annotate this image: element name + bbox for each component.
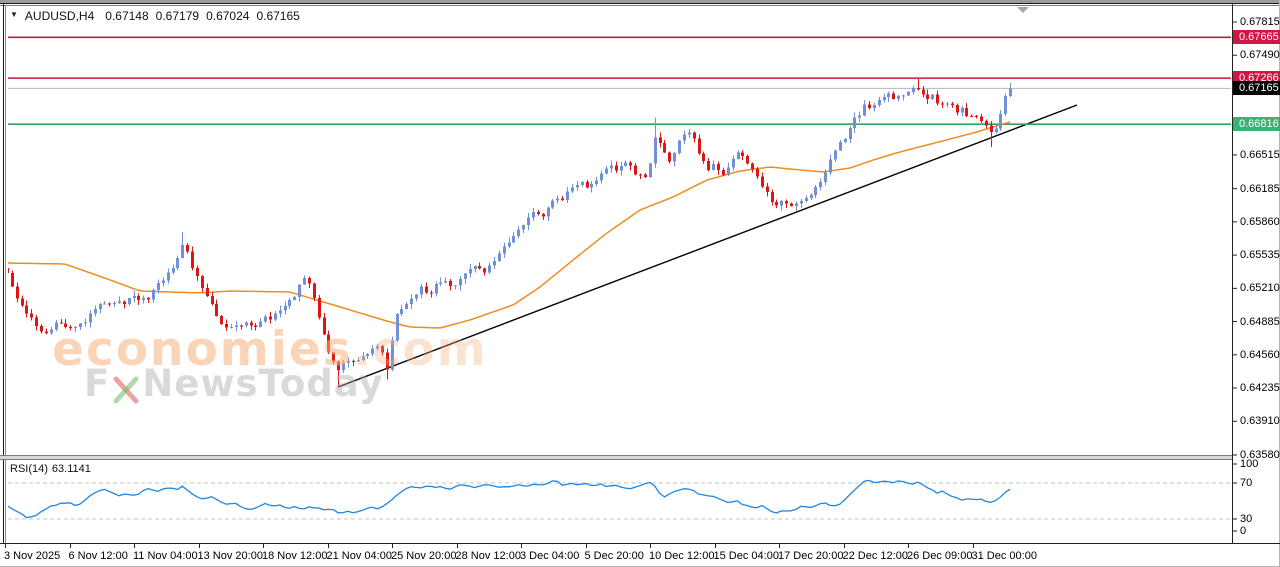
- price-tick-label: 0.65535: [1240, 249, 1280, 262]
- time-tick-mark: [650, 544, 651, 548]
- time-tick-mark: [521, 544, 522, 548]
- window-top-inner-border: [0, 5, 1280, 6]
- watermark-brand-text: economies: [52, 322, 353, 377]
- time-tick-mark: [69, 544, 71, 548]
- ohlc-close: 0.67165: [256, 9, 300, 23]
- time-tick-label: 10 Dec 12:00: [649, 550, 715, 562]
- watermark-subtitle-rest: NewsToday: [142, 362, 384, 405]
- panel-splitter[interactable]: [0, 455, 1232, 460]
- window-left-border: [3, 3, 4, 543]
- time-tick-label: 28 Nov 12:00: [455, 550, 521, 562]
- watermark-subtitle-prefix: F: [84, 362, 111, 405]
- time-tick-label: 22 Dec 12:00: [842, 550, 908, 562]
- price-tick-label: 0.64560: [1240, 348, 1280, 361]
- watermark-x-icon: [111, 371, 141, 403]
- window-top-border: [0, 3, 1280, 4]
- rsi-name: RSI(14): [10, 463, 48, 475]
- time-tick-mark: [263, 544, 264, 548]
- time-tick-label: 26 Dec 09:00: [907, 550, 973, 562]
- price-tick-label: 0.66515: [1240, 148, 1280, 161]
- watermark-brand-suffix: .com: [352, 322, 488, 377]
- ohlc-low: 0.67024: [206, 9, 250, 23]
- time-tick-label: 11 Nov 04:00: [133, 550, 198, 562]
- time-tick-mark: [5, 544, 6, 548]
- time-tick-mark: [714, 544, 716, 548]
- watermark-subtitle: F NewsToday: [84, 362, 384, 405]
- ohlc-high: 0.67179: [155, 9, 200, 23]
- time-tick-label: 6 Nov 12:00: [68, 550, 128, 562]
- time-tick-label: 3 Dec 04:00: [520, 550, 580, 562]
- time-tick-label: 17 Dec 20:00: [778, 550, 844, 562]
- time-tick-label: 21 Nov 04:00: [326, 550, 392, 562]
- price-tick-label: 0.63580: [1240, 449, 1280, 461]
- time-tick-mark: [585, 544, 587, 548]
- time-tick-label: 13 Nov 20:00: [197, 550, 263, 562]
- time-tick-mark: [198, 544, 200, 548]
- price-tick-label: 0.64885: [1240, 315, 1280, 328]
- price-tick-label: 0.65210: [1240, 282, 1280, 295]
- rsi-scale-label: 30: [1240, 513, 1253, 525]
- time-tick-mark: [843, 544, 845, 548]
- price-tick-label: 0.66185: [1240, 182, 1280, 195]
- symbol-dropdown-icon[interactable]: ▼: [10, 10, 18, 19]
- rsi-value: 63.1141: [51, 463, 91, 475]
- price-tick-label: 0.63910: [1240, 415, 1280, 428]
- time-tick-label: 31 Dec 00:00: [971, 550, 1037, 562]
- price-tick-label: 0.64235: [1240, 382, 1280, 395]
- time-tick-label: 5 Dec 20:00: [584, 550, 644, 562]
- price-tick-label: 0.65860: [1240, 215, 1280, 228]
- window-top-edge: [0, 0, 1280, 3]
- time-tick-label: 3 Nov 2025: [4, 550, 61, 562]
- time-tick-label: 25 Nov 20:00: [391, 550, 457, 562]
- time-tick-label: 15 Dec 04:00: [713, 550, 779, 562]
- chart-title: ▼ AUDUSD,H4 0.67148 0.67179 0.67024 0.67…: [10, 9, 300, 23]
- rsi-indicator-panel[interactable]: [8, 460, 1232, 543]
- price-level-badge: 0.67165: [1233, 81, 1280, 96]
- time-tick-mark: [779, 544, 780, 548]
- ohlc-open: 0.67148: [105, 9, 149, 23]
- price-tick-label: 0.67815: [1240, 16, 1280, 28]
- price-level-badge: 0.67665: [1233, 30, 1280, 45]
- time-tick-mark: [134, 544, 135, 548]
- time-tick-label: 18 Nov 12:00: [262, 550, 328, 562]
- price-level-badge: 0.66816: [1233, 117, 1280, 132]
- time-tick-mark: [392, 544, 393, 548]
- rsi-scale-label: 70: [1240, 477, 1253, 489]
- rsi-scale-label: 100: [1240, 458, 1259, 470]
- price-axis-separator: [1232, 4, 1233, 543]
- rsi-indicator-label: RSI(14) 63.1141: [10, 463, 95, 475]
- time-tick-mark: [327, 544, 329, 548]
- time-tick-mark: [972, 544, 974, 548]
- price-tick-label: 0.67490: [1240, 49, 1280, 62]
- time-tick-mark: [456, 544, 458, 548]
- window-left-inner-border: [5, 5, 6, 543]
- time-tick-mark: [908, 544, 909, 548]
- time-axis-separator: [0, 543, 1280, 544]
- rsi-scale-label: 0: [1240, 525, 1247, 537]
- symbol-period-label: AUDUSD,H4: [24, 9, 95, 23]
- scroll-position-marker-icon[interactable]: [1017, 7, 1029, 13]
- watermark-brand: economies.com: [52, 322, 488, 377]
